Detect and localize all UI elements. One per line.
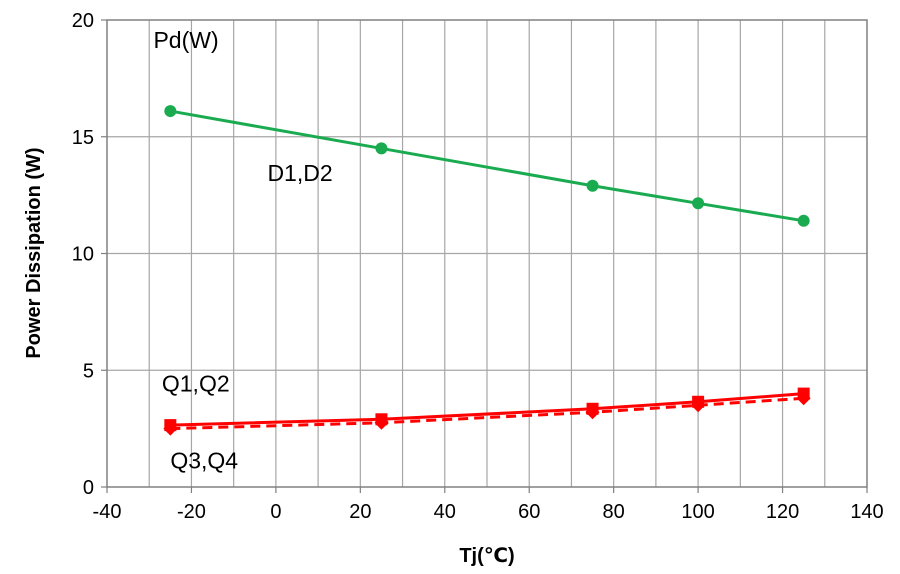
series-d1-d2 (164, 105, 810, 227)
annotation-label: Pd(W) (153, 27, 218, 53)
y-tick-label: 5 (83, 360, 94, 382)
series-q3-q4 (163, 391, 811, 436)
x-tick-label: 0 (270, 501, 281, 523)
x-axis-title: Tj(℃) (459, 545, 514, 567)
y-axis-title: Power Dissipation (W) (23, 147, 45, 358)
data-point (796, 391, 811, 406)
data-point (586, 179, 599, 192)
annotation-label: Q3,Q4 (170, 447, 238, 473)
annotations: Pd(W) D1,D2 Q1,Q2 Q3,Q4 (153, 27, 332, 473)
data-point (375, 142, 388, 155)
series (163, 105, 811, 436)
annotation-label: D1,D2 (267, 160, 332, 186)
grid (107, 20, 867, 487)
data-point (585, 405, 600, 420)
y-tick-label: 10 (72, 244, 94, 266)
x-tick-label: 40 (434, 501, 456, 523)
x-tick-label: -20 (177, 501, 206, 523)
data-point (374, 415, 389, 430)
data-point (164, 105, 177, 118)
x-tick-label: -40 (93, 501, 122, 523)
y-tick-label: 20 (72, 10, 94, 32)
x-tick-label: 80 (603, 501, 625, 523)
data-point (797, 214, 810, 227)
data-point (691, 398, 706, 413)
x-tick-label: 120 (766, 501, 799, 523)
x-tick-label: 100 (681, 501, 714, 523)
y-tick-label: 15 (72, 127, 94, 149)
annotation-label: Q1,Q2 (162, 370, 230, 396)
y-tick-label: 0 (83, 477, 94, 499)
tick-labels: -40 -20 0 20 40 60 80 100 120 140 0 5 10 15 20 (72, 10, 884, 523)
x-tick-label: 140 (850, 501, 883, 523)
x-tick-label: 20 (349, 501, 371, 523)
data-point (692, 197, 705, 210)
data-point (163, 421, 178, 436)
x-tick-label: 60 (518, 501, 540, 523)
